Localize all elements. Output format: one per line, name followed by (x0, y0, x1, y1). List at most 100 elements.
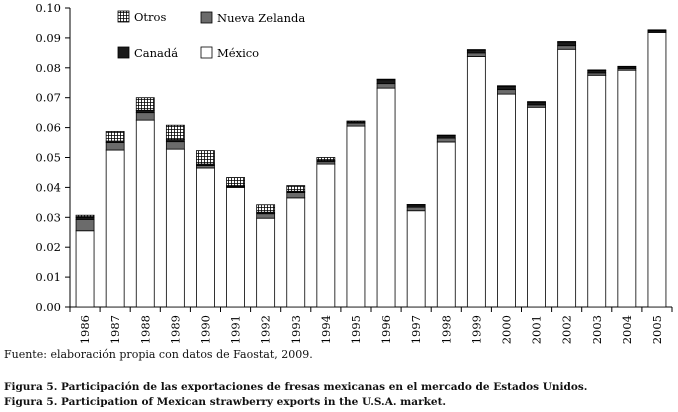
stacked-bar-chart: 0.00 0.01 0.02 0.03 0.04 0.05 0.06 0.07 0.08 0.09… (35, 1, 673, 344)
x-tick-label: 1998 (439, 315, 453, 344)
bar-segment-nueva-zelanda (346, 122, 366, 127)
bar-segment-nueva-zelanda (557, 45, 577, 50)
bar-segment-méxico (75, 230, 95, 308)
legend-label: Nueva Zelanda (217, 11, 305, 25)
bar-segment-nueva-zelanda (406, 206, 426, 212)
bar-segment-otros (436, 134, 456, 137)
bar-segment-otros (256, 204, 276, 213)
bar-segment-otros (135, 97, 155, 111)
bar-segment-otros (75, 214, 95, 218)
x-tick-label: 1990 (198, 315, 212, 344)
y-tick-label: 0.10 (35, 1, 61, 15)
bar-segment-méxico (346, 125, 366, 308)
bar-segment-nueva-zelanda (75, 218, 95, 232)
bar-segment-méxico (587, 74, 607, 308)
x-tick-label: 1992 (259, 315, 273, 344)
bar-segment-otros (557, 41, 577, 43)
bar-segment-nueva-zelanda (165, 141, 185, 150)
bar-segment-otros (165, 124, 185, 140)
bar-segment-méxico (497, 93, 516, 308)
bar-segment-méxico (286, 197, 306, 308)
bar-segment-otros (617, 65, 637, 68)
bar-segment-méxico (376, 87, 396, 308)
y-tick-label: 0.02 (35, 240, 61, 254)
legend: Otros Nueva Zelanda Canadá México (117, 10, 305, 60)
caption-english: Figura 5. Participation of Mexican straw… (4, 396, 447, 408)
bar-segment-otros (527, 101, 546, 103)
legend-label: Canadá (134, 46, 178, 60)
x-tick-label: 2005 (650, 315, 664, 344)
bar-segment-nueva-zelanda (105, 142, 125, 151)
bar-segment-otros (587, 69, 607, 71)
x-tick-label: 1996 (379, 315, 393, 344)
bar-segment-méxico (196, 167, 215, 308)
y-tick-label: 0.04 (35, 180, 61, 194)
x-tick-label: 1999 (469, 315, 483, 344)
caption-spanish: Figura 5. Participación de las exportaci… (4, 381, 588, 393)
x-tick-label: 2001 (530, 315, 544, 344)
x-tick-label: 1991 (229, 315, 243, 344)
bar-segment-canadá (527, 101, 546, 106)
x-tick-label: 2004 (620, 315, 634, 344)
legend-swatch-méxico (200, 46, 213, 59)
legend-swatch-otros (117, 10, 130, 23)
x-tick-label: 1994 (319, 315, 333, 344)
bar-segment-otros (286, 185, 306, 192)
y-tick-label: 0.06 (35, 121, 61, 135)
bar-segment-méxico (226, 186, 245, 308)
y-tick-label: 0.03 (35, 210, 61, 224)
bar-segment-canadá (466, 49, 486, 54)
bar-segment-otros (196, 150, 215, 165)
y-tick-label: 0.05 (35, 151, 61, 165)
bar-segment-méxico (316, 163, 336, 308)
bar-segment-nueva-zelanda (135, 112, 155, 121)
legend-label: Otros (134, 10, 166, 24)
bar-segment-méxico (436, 141, 456, 308)
legend-label: México (217, 46, 259, 60)
bars (75, 29, 667, 308)
bar-segment-nueva-zelanda (376, 83, 396, 89)
x-tick-label: 2003 (590, 315, 604, 344)
x-tick-label: 1997 (409, 315, 423, 344)
bar-segment-nueva-zelanda (256, 213, 276, 219)
bar-segment-méxico (406, 210, 426, 308)
bar-segment-canadá (376, 79, 396, 85)
y-tick-label: 0.01 (35, 270, 61, 284)
bar-segment-méxico (466, 56, 486, 308)
y-tick-label: 0.00 (35, 300, 61, 314)
bar-segment-canadá (497, 85, 516, 91)
x-tick-label: 1988 (138, 315, 152, 344)
legend-swatch-nueva-zelanda (200, 11, 213, 24)
bar-segment-nueva-zelanda (286, 192, 306, 199)
bar-segment-nueva-zelanda (466, 52, 486, 57)
x-axis: 1986 1987 1988 1989 1990 1991 1992 1993 1994 1995… (69, 306, 673, 344)
bar-segment-otros (647, 29, 667, 31)
bar-segment-otros (346, 120, 366, 123)
y-axis: 0.00 0.01 0.02 0.03 0.04 0.05 0.06 0.07 0.08 0.09… (35, 1, 71, 314)
x-tick-label: 2000 (499, 315, 513, 344)
bar-segment-otros (406, 204, 426, 206)
x-tick-label: 1987 (108, 315, 122, 344)
bar-segment-méxico (165, 148, 185, 308)
bar-segment-otros (466, 49, 486, 51)
bar-segment-méxico (135, 119, 155, 308)
source-note: Fuente: elaboración propia con datos de … (4, 348, 313, 361)
bar-segment-otros (497, 85, 516, 87)
x-tick-label: 1995 (349, 315, 363, 344)
x-tick-label: 1986 (78, 315, 92, 344)
bar-segment-méxico (105, 149, 125, 308)
bar-segment-otros (226, 177, 245, 187)
bar-segment-méxico (617, 69, 637, 308)
y-tick-label: 0.08 (35, 61, 61, 75)
bar-segment-méxico (647, 32, 667, 308)
bar-segment-nueva-zelanda (436, 137, 456, 143)
bar-segment-nueva-zelanda (497, 89, 516, 95)
bar-segment-méxico (527, 106, 546, 308)
bar-segment-otros (316, 157, 336, 161)
y-tick-label: 0.09 (35, 31, 61, 45)
y-tick-label: 0.07 (35, 91, 61, 105)
bar-segment-otros (105, 131, 125, 142)
bar-segment-canadá (557, 41, 577, 47)
x-tick-label: 1993 (289, 315, 303, 344)
bar-segment-méxico (557, 48, 577, 308)
